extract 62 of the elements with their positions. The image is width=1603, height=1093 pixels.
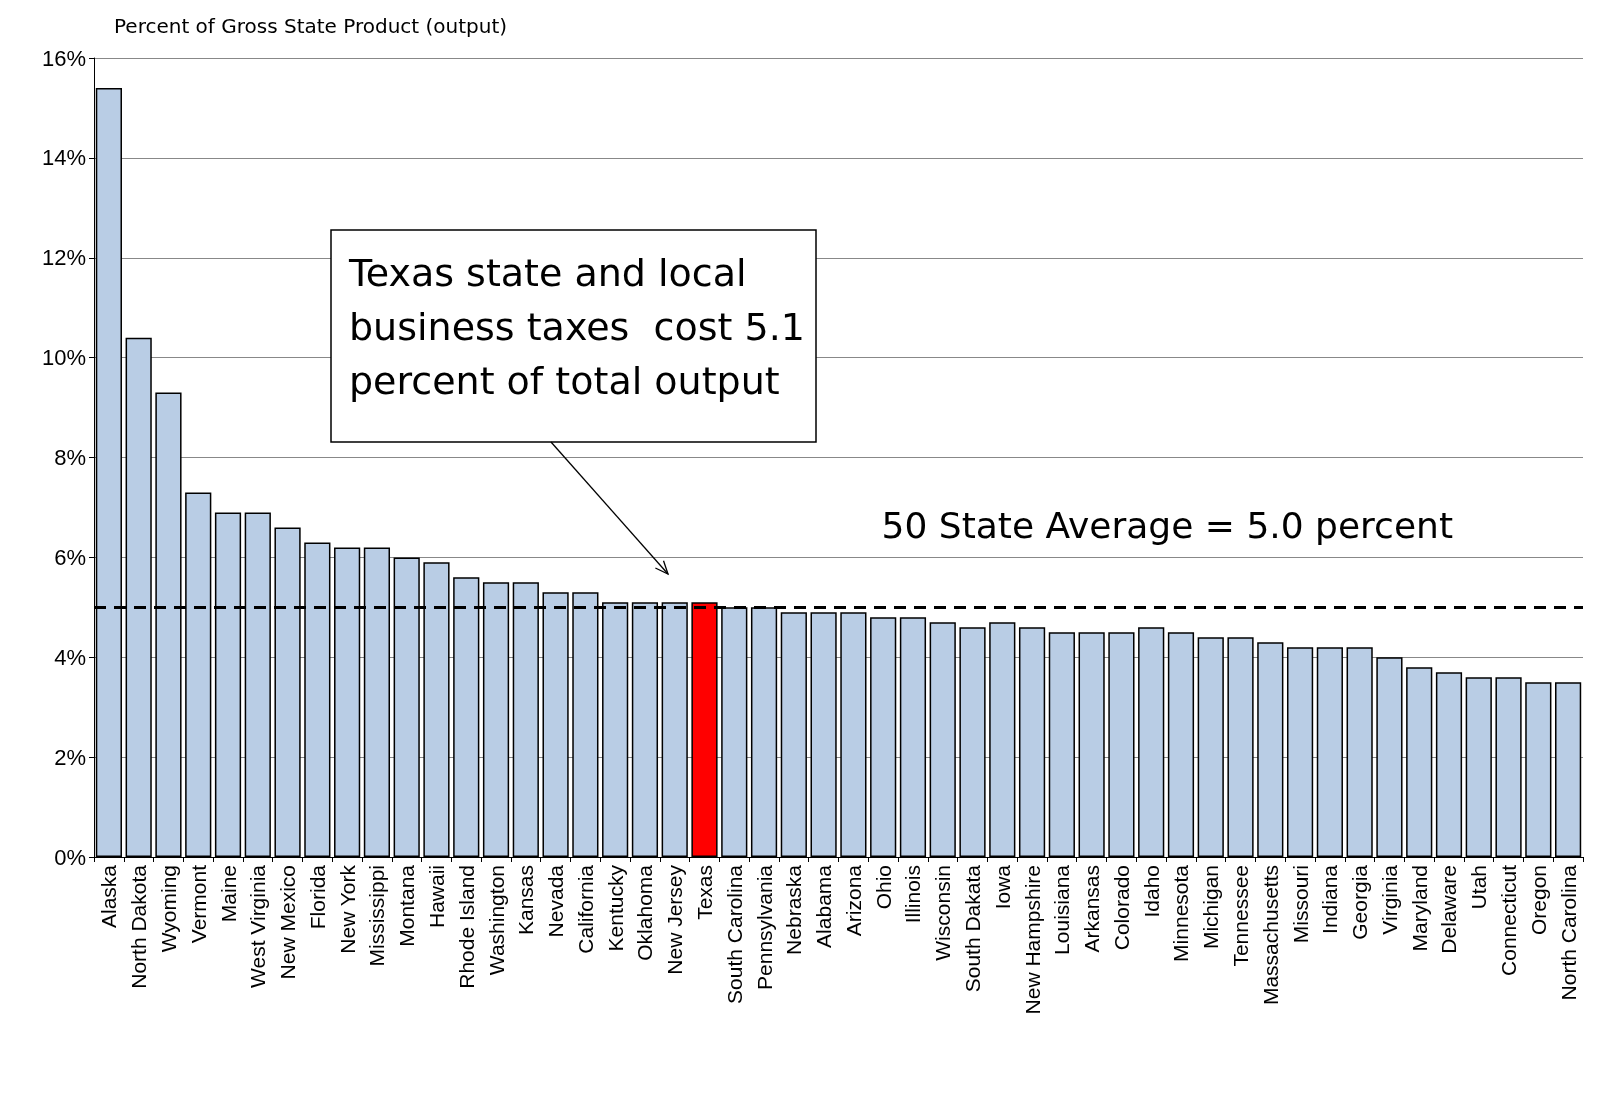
x-tick-label: Iowa — [990, 864, 1014, 910]
x-tick-label: North Carolina — [1556, 864, 1580, 1001]
y-axis-title: Percent of Gross State Product (output) — [114, 14, 508, 38]
x-tick-label: Oregon — [1526, 865, 1550, 936]
y-tick-label: 0% — [54, 844, 86, 870]
x-tick-label: New Hampshire — [1020, 865, 1044, 1015]
x-tick-label: Alaska — [97, 864, 121, 929]
x-tick-label: Wisconsin — [931, 865, 955, 961]
y-tick-label: 14% — [41, 145, 86, 171]
y-tick-label: 12% — [41, 245, 86, 271]
x-tick-label: Vermont — [186, 864, 210, 944]
x-tick-label: Tennessee — [1229, 865, 1253, 967]
x-tick-label: Florida — [305, 864, 329, 930]
x-tick-label: Indiana — [1318, 864, 1342, 934]
x-tick-label: Maine — [216, 865, 240, 923]
x-tick-label: Virginia — [1377, 864, 1401, 935]
x-tick-label: Massachusetts — [1258, 865, 1282, 1006]
x-tick-label: Oklahoma — [633, 864, 657, 961]
x-tick-label: Wyoming — [156, 865, 180, 953]
x-tick-label: South Dakata — [961, 864, 985, 993]
x-tick-label: Colorado — [1109, 865, 1133, 951]
ref-line-label: 50 State Average = 5.0 percent — [881, 504, 1453, 546]
y-tick-label: 6% — [54, 544, 86, 570]
x-tick-label: North Dakota — [127, 864, 151, 989]
x-tick-label: Alabama — [812, 864, 836, 948]
x-tick-label: Ohio — [871, 865, 895, 910]
x-tick-label: Arkansas — [1080, 865, 1104, 953]
x-tick-label: New Jersey — [663, 864, 687, 975]
x-tick-label: Utah — [1467, 865, 1491, 910]
y-tick-label: 16% — [41, 45, 86, 71]
x-tick-label: Missouri — [1288, 865, 1312, 944]
y-tick-label: 8% — [54, 445, 86, 470]
x-tick-label: Mississippi — [365, 865, 389, 967]
x-tick-label: Georgia — [1348, 864, 1372, 940]
x-tick-label: Pennsylvania — [752, 864, 776, 990]
x-tick-label: Nebraska — [782, 864, 806, 955]
x-tick-label: Louisiana — [1050, 864, 1074, 955]
x-tick-label: Rhode Island — [454, 865, 478, 989]
x-tick-label: New Mexico — [276, 865, 300, 980]
x-tick-label: Idaho — [1139, 865, 1163, 918]
x-tick-label: Connecticut — [1497, 864, 1521, 976]
x-tick-label: Maryland — [1407, 865, 1431, 952]
x-tick-label: Illinois — [901, 865, 925, 924]
x-tick-label: Minnesota — [1169, 864, 1193, 962]
x-tick-label: Kentucky — [603, 864, 627, 952]
x-tick-label: California — [573, 864, 597, 954]
x-tick-label: Arizona — [841, 864, 865, 937]
x-tick-label: Hawaii — [424, 865, 448, 929]
x-tick-label: Delaware — [1437, 865, 1461, 954]
y-tick-label: 10% — [41, 345, 86, 371]
y-tick-label: 4% — [54, 644, 86, 670]
x-tick-label: Nevada — [544, 864, 568, 938]
x-tick-label: Montana — [395, 864, 419, 947]
x-tick-label: West Virginia — [246, 864, 270, 988]
x-tick-label: New York — [335, 864, 359, 954]
x-tick-label: Texas — [692, 865, 716, 920]
x-tick-label: Washington — [484, 865, 508, 976]
annotation: Texas state and local business taxes cost 5.1 percent of total output — [348, 251, 805, 403]
y-tick-label: 2% — [54, 744, 86, 770]
x-tick-label: Michigan — [1199, 865, 1223, 950]
x-tick-label: South Carolina — [722, 864, 746, 1004]
x-tick-label: Kansas — [514, 865, 538, 936]
